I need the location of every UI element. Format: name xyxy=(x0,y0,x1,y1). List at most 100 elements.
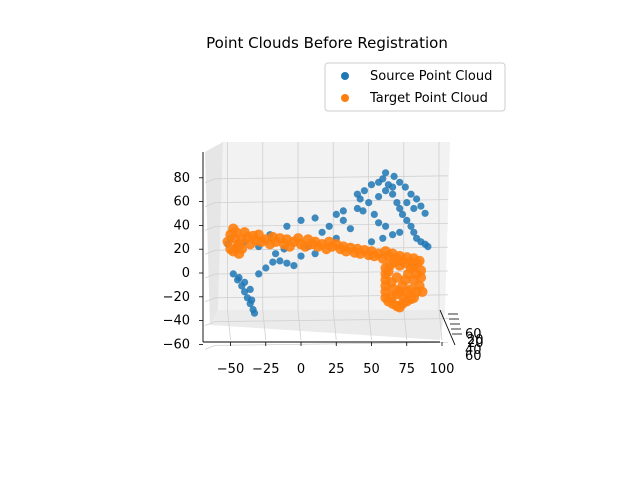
point xyxy=(262,264,270,272)
grid-line-z-side xyxy=(204,273,216,279)
z-tick-label: −20 xyxy=(163,290,190,305)
series-layer xyxy=(222,169,432,317)
point xyxy=(379,175,387,183)
grid-line-x-floor xyxy=(332,309,337,341)
grid-line-z-side xyxy=(204,226,216,231)
point xyxy=(283,259,291,267)
point xyxy=(235,273,243,282)
point xyxy=(359,207,367,215)
grid-line-z xyxy=(214,175,449,180)
point xyxy=(272,250,280,258)
point xyxy=(421,209,429,217)
point xyxy=(407,190,415,198)
point xyxy=(225,243,236,255)
point xyxy=(230,227,242,238)
point xyxy=(297,216,305,224)
legend-label-target: Target Point Cloud xyxy=(369,91,488,106)
point xyxy=(391,272,403,283)
point xyxy=(318,228,326,236)
point xyxy=(250,309,259,317)
point xyxy=(384,260,395,271)
y-tick-label: 20 xyxy=(467,336,484,351)
point xyxy=(393,199,401,207)
legend-label-source: Source Point Cloud xyxy=(370,69,492,84)
point xyxy=(311,214,319,222)
point xyxy=(389,190,397,198)
point xyxy=(365,199,373,207)
x-tick-label: 75 xyxy=(398,362,415,377)
point xyxy=(386,292,397,303)
grid-line-x-floor xyxy=(438,309,443,341)
z-tick-label: 0 xyxy=(182,266,190,281)
point xyxy=(236,243,247,255)
point xyxy=(353,190,361,198)
point xyxy=(370,210,378,218)
point xyxy=(339,207,347,215)
point xyxy=(401,286,412,297)
grid-line-z-side xyxy=(204,297,216,303)
legend-marker-source xyxy=(341,72,349,80)
point xyxy=(389,183,397,191)
legend: Source Point Cloud Target Point Cloud xyxy=(324,62,506,112)
point xyxy=(396,178,404,186)
left-pane xyxy=(205,142,223,325)
point xyxy=(375,193,383,201)
grid-line-x-floor xyxy=(297,309,302,341)
point xyxy=(410,228,418,236)
y-tick-label: 60 xyxy=(465,327,482,342)
z-tick-label: 80 xyxy=(173,171,190,186)
point xyxy=(367,238,376,246)
point xyxy=(403,216,411,224)
grid-line-z xyxy=(214,342,449,346)
point xyxy=(382,222,390,230)
point xyxy=(407,222,415,230)
grid-line-z-side xyxy=(204,202,216,207)
point xyxy=(424,243,432,251)
x-tick-label: 100 xyxy=(430,362,455,377)
grid-line-x-floor xyxy=(368,309,372,341)
axis-lines xyxy=(202,152,456,346)
point xyxy=(255,270,263,278)
grid-line-x-floor xyxy=(227,309,231,341)
grid-line-x-floor xyxy=(262,309,267,341)
point xyxy=(408,260,419,271)
legend-box xyxy=(324,62,506,112)
z-tick-label: −60 xyxy=(163,337,190,352)
y-tick-label: 60 xyxy=(465,349,482,364)
z-tick-label: 20 xyxy=(173,242,190,257)
point xyxy=(246,285,254,293)
point xyxy=(325,222,333,230)
point xyxy=(367,181,376,189)
point xyxy=(353,204,361,213)
y-axis-line xyxy=(439,309,456,346)
tick-labels: −50 −25 0 25 50 75 100−60−40−20020406080602020… xyxy=(163,171,484,377)
legend-marker-target xyxy=(341,94,349,102)
point xyxy=(339,216,347,224)
y-tick-label: 20 xyxy=(467,333,484,348)
x-tick-label: −50 xyxy=(217,362,244,377)
point xyxy=(398,210,407,218)
point xyxy=(390,172,398,180)
grid-line-z-side xyxy=(204,178,216,184)
point xyxy=(248,296,256,304)
point xyxy=(417,202,425,210)
floor-pane xyxy=(210,310,445,340)
point xyxy=(311,250,319,258)
series-target xyxy=(222,223,428,313)
point xyxy=(379,234,387,242)
point xyxy=(396,228,404,236)
point xyxy=(375,219,383,227)
point xyxy=(410,204,418,213)
x-tick-label: 25 xyxy=(328,362,345,377)
point xyxy=(413,195,421,203)
point xyxy=(241,278,249,286)
point xyxy=(290,262,298,270)
z-tick-label: 40 xyxy=(173,218,190,233)
point xyxy=(346,225,354,233)
point xyxy=(360,187,368,195)
x-tick-label: −25 xyxy=(252,362,279,377)
z-tick-label: 60 xyxy=(173,195,190,210)
z-tick-label: −40 xyxy=(163,314,190,329)
point xyxy=(229,270,237,278)
